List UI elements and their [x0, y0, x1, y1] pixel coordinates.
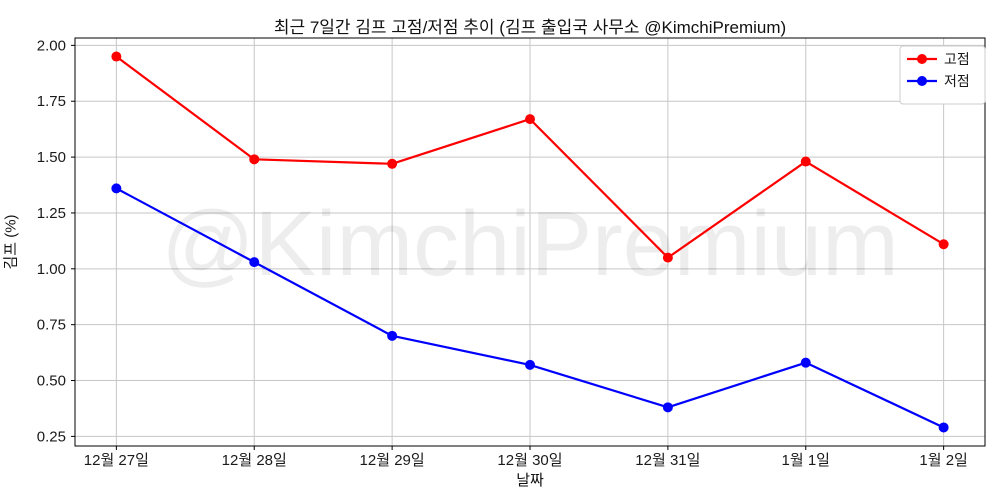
x-tick-label: 12월 28일 [222, 452, 287, 469]
series-marker-0 [387, 158, 398, 169]
y-tick-label: 0.75 [37, 317, 66, 334]
series-marker-0 [525, 114, 535, 125]
series-marker-1 [800, 357, 811, 368]
y-tick-label: 1.75 [37, 93, 66, 110]
series-marker-1 [111, 183, 122, 194]
y-tick-label: 1.00 [37, 261, 66, 278]
x-tick-label: 12월 31일 [635, 452, 700, 469]
x-tick-label: 12월 30일 [497, 452, 562, 469]
legend-marker-sample [917, 76, 927, 86]
legend-marker-sample [917, 54, 927, 64]
series-marker-0 [249, 154, 260, 165]
series-marker-1 [662, 402, 673, 413]
legend-item-label: 저점 [944, 73, 970, 89]
series-marker-0 [662, 252, 673, 263]
y-axis-label: 김프 (%) [2, 214, 20, 270]
y-tick-label: 1.50 [37, 149, 66, 166]
x-tick-label: 1월 1일 [782, 452, 830, 469]
series-marker-0 [938, 239, 949, 250]
series-marker-1 [387, 330, 398, 341]
x-tick-label: 12월 27일 [84, 452, 149, 469]
watermark-text: @KimchiPremium [161, 193, 898, 295]
x-tick-label: 12월 29일 [360, 452, 425, 469]
chart-title: 최근 7일간 김프 고점/저점 추이 (김프 출입국 사무소 @KimchiPr… [273, 18, 787, 37]
y-tick-label: 0.50 [37, 373, 66, 390]
series-marker-1 [525, 359, 535, 370]
x-tick-label: 1월 2일 [919, 452, 967, 469]
x-axis-label: 날짜 [516, 472, 544, 489]
y-tick-label: 2.00 [37, 37, 66, 54]
series-marker-0 [800, 156, 811, 167]
y-tick-label: 0.25 [37, 428, 66, 445]
series-marker-0 [111, 51, 122, 62]
legend-box [899, 45, 986, 105]
legend-item-label: 고점 [944, 51, 970, 67]
series-marker-1 [249, 257, 260, 268]
series-marker-1 [938, 422, 949, 433]
y-tick-label: 1.25 [37, 205, 66, 222]
